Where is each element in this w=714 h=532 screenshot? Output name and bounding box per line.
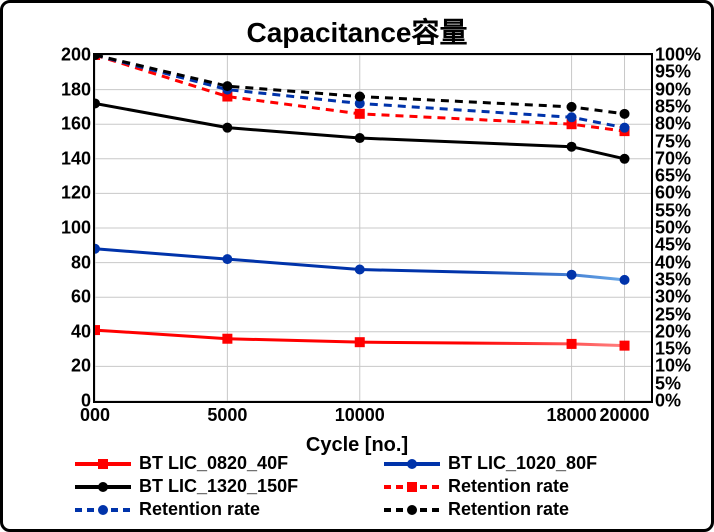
y-left-tick: 20 xyxy=(71,356,95,377)
y-left-tick: 200 xyxy=(61,45,95,66)
y-left-tick: 40 xyxy=(71,321,95,342)
legend-item-bt_lic_0820_40f: BT LIC_0820_40F xyxy=(73,452,382,475)
y-left-tick: 100 xyxy=(61,218,95,239)
legend-label: BT LIC_1020_80F xyxy=(448,453,597,474)
legend-item-retention_black: Retention rate xyxy=(382,498,691,521)
legend: BT LIC_0820_40F BT LIC_1020_80F BT LIC_132… xyxy=(73,452,691,521)
y-left-tick: 140 xyxy=(61,148,95,169)
x-tick: 20000 xyxy=(599,401,649,426)
legend-label: Retention rate xyxy=(448,499,569,520)
legend-item-retention_blue: Retention rate xyxy=(73,498,382,521)
legend-item-retention_red: Retention rate xyxy=(382,475,691,498)
y-right-tick: 100% xyxy=(651,45,701,66)
y-left-tick: 160 xyxy=(61,114,95,135)
x-tick: 10000 xyxy=(335,401,385,426)
legend-item-bt_lic_1320_150f: BT LIC_1320_150F xyxy=(73,475,382,498)
legend-label: BT LIC_0820_40F xyxy=(139,453,288,474)
legend-label: Retention rate xyxy=(139,499,260,520)
x-tick: 5000 xyxy=(207,401,247,426)
plot-area: 0204060801001201401601802000%5%10%15%20%… xyxy=(93,53,653,403)
chart-title: Capacitance容量 xyxy=(3,11,711,51)
legend-label: Retention rate xyxy=(448,476,569,497)
legend-item-bt_lic_1020_80f: BT LIC_1020_80F xyxy=(382,452,691,475)
y-left-tick: 60 xyxy=(71,287,95,308)
chart-frame: Capacitance容量 Capacitance 容量(F) 02040608… xyxy=(0,0,714,532)
x-tick: 18000 xyxy=(547,401,597,426)
legend-label: BT LIC_1320_150F xyxy=(139,476,298,497)
y-left-tick: 80 xyxy=(71,252,95,273)
y-left-tick: 120 xyxy=(61,183,95,204)
x-tick: 000 xyxy=(80,401,110,426)
y-left-tick: 180 xyxy=(61,79,95,100)
